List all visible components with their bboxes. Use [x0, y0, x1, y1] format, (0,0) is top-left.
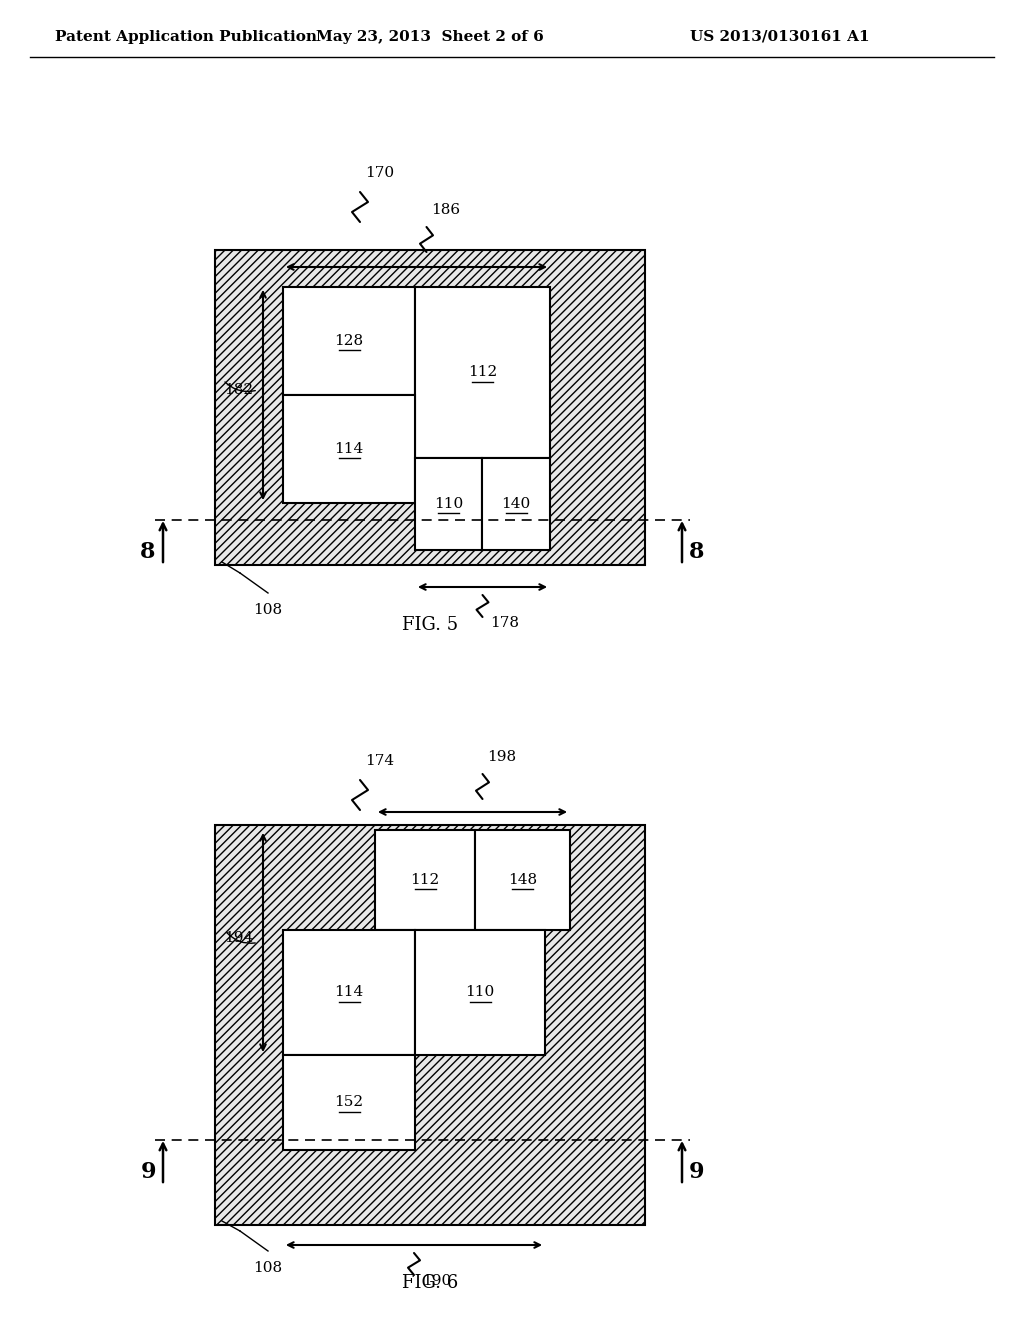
Text: 110: 110 — [434, 498, 463, 511]
Bar — [283, 931, 415, 1055]
Text: 128: 128 — [335, 334, 364, 348]
Text: 108: 108 — [253, 603, 283, 616]
Text: 114: 114 — [335, 442, 364, 455]
Text: 112: 112 — [411, 873, 439, 887]
Text: 114: 114 — [335, 986, 364, 999]
Text: 186: 186 — [431, 203, 461, 216]
Text: 8: 8 — [689, 541, 705, 564]
Text: 152: 152 — [335, 1096, 364, 1110]
Text: 108: 108 — [253, 1261, 283, 1275]
Text: 140: 140 — [502, 498, 530, 511]
Text: May 23, 2013  Sheet 2 of 6: May 23, 2013 Sheet 2 of 6 — [316, 30, 544, 44]
Text: 9: 9 — [689, 1162, 705, 1183]
Text: 112: 112 — [468, 366, 497, 380]
Bar — [475, 830, 570, 931]
Text: FIG. 6: FIG. 6 — [401, 1274, 458, 1292]
Bar — [415, 931, 545, 1055]
Text: 174: 174 — [365, 754, 394, 768]
Bar — [482, 458, 550, 550]
Bar — [283, 395, 415, 503]
Bar — [215, 825, 645, 1225]
Text: 148: 148 — [508, 873, 537, 887]
Text: 198: 198 — [487, 750, 517, 764]
Text: US 2013/0130161 A1: US 2013/0130161 A1 — [690, 30, 869, 44]
Text: Patent Application Publication: Patent Application Publication — [55, 30, 317, 44]
Bar — [283, 286, 415, 395]
Text: FIG. 5: FIG. 5 — [402, 616, 458, 634]
Text: 8: 8 — [140, 541, 156, 564]
Text: 194: 194 — [224, 931, 253, 945]
Text: 170: 170 — [365, 166, 394, 180]
Bar — [375, 830, 475, 931]
Bar — [283, 1055, 415, 1150]
Text: 9: 9 — [140, 1162, 156, 1183]
Text: 178: 178 — [490, 616, 519, 630]
Text: 110: 110 — [465, 986, 495, 999]
Bar — [415, 458, 482, 550]
Bar — [415, 286, 550, 458]
Bar — [215, 249, 645, 565]
Text: 190: 190 — [422, 1274, 452, 1288]
Text: 182: 182 — [224, 383, 253, 397]
